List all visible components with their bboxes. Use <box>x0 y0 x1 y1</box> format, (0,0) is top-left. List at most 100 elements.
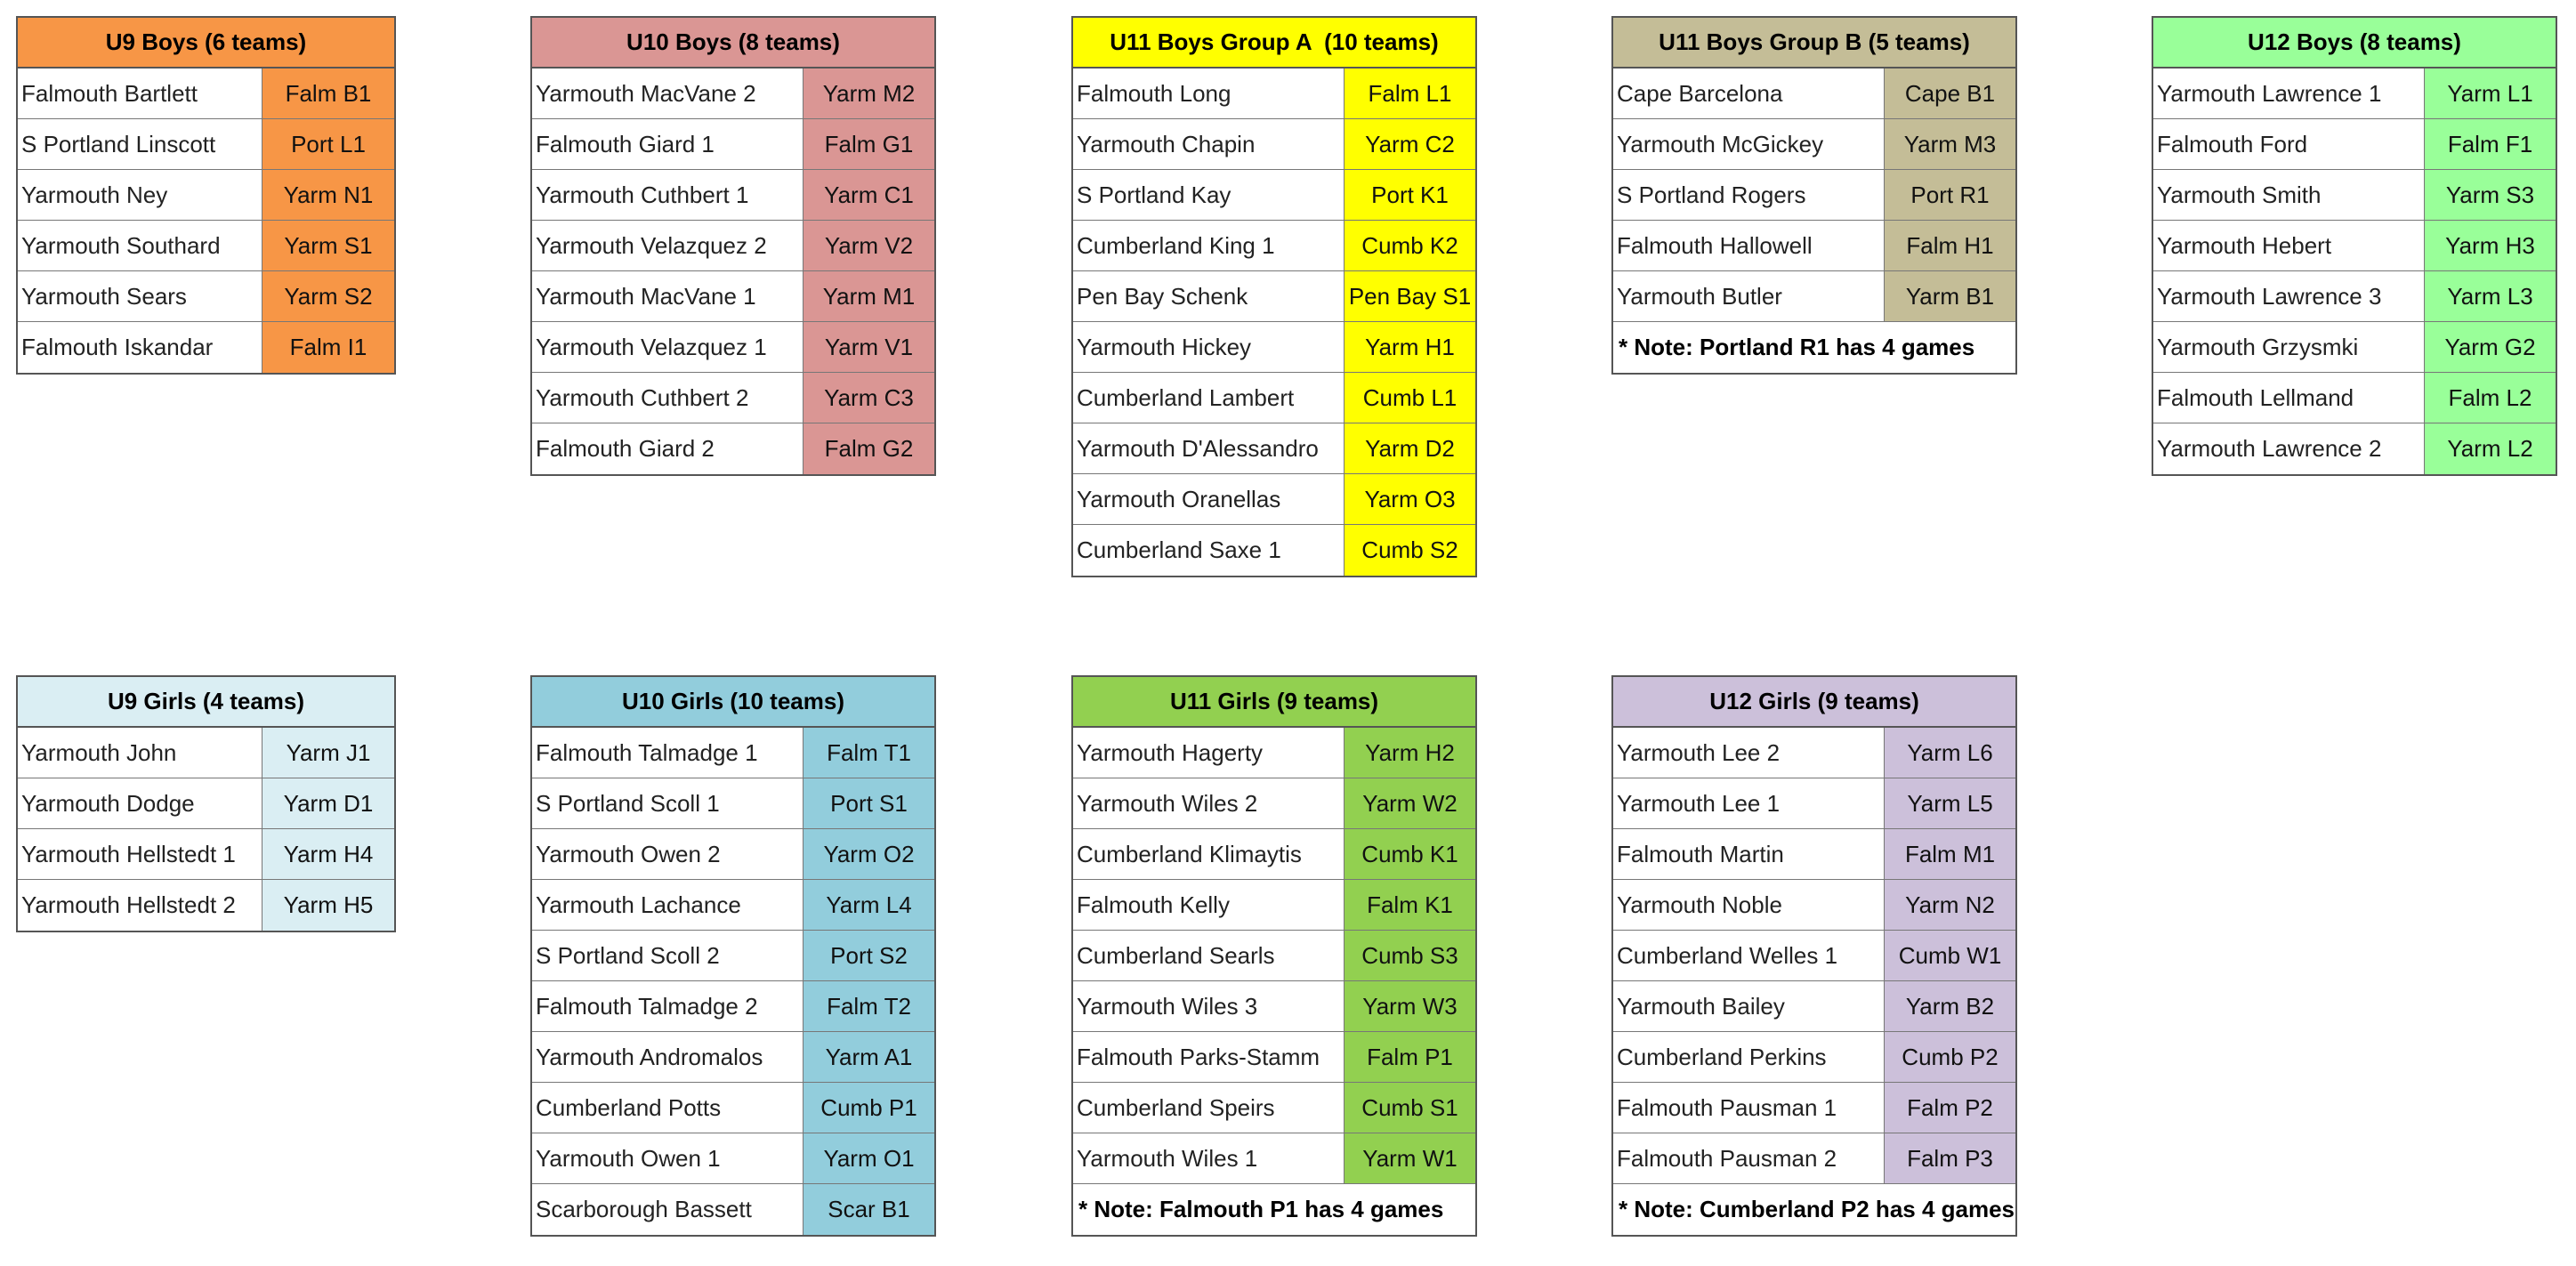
team-name: Yarmouth Southard <box>18 221 262 270</box>
team-row: Cumberland Perkins Cumb P2 <box>1613 1032 2015 1083</box>
team-row: Pen Bay Schenk Pen Bay S1 <box>1073 271 1475 322</box>
team-code: Port S2 <box>803 931 934 980</box>
team-name: Yarmouth Bailey <box>1613 981 1885 1031</box>
team-code: Yarm N2 <box>1885 880 2015 930</box>
team-row: Yarmouth Hellstedt 1 Yarm H4 <box>18 829 394 880</box>
division-table: U10 Boys (8 teams) Yarmouth MacVane 2 Yarm… <box>530 16 936 476</box>
team-name: Cumberland King 1 <box>1073 221 1345 270</box>
team-row: Yarmouth Cuthbert 2 Yarm C3 <box>532 373 934 423</box>
team-row: Yarmouth Dodge Yarm D1 <box>18 778 394 829</box>
team-row: Falmouth Pausman 1 Falm P2 <box>1613 1083 2015 1133</box>
team-code: Yarm S3 <box>2425 170 2556 220</box>
team-code: Yarm C3 <box>803 373 934 423</box>
team-row: Yarmouth Wiles 1 Yarm W1 <box>1073 1133 1475 1184</box>
team-name: Yarmouth Noble <box>1613 880 1885 930</box>
team-code: Falm K1 <box>1345 880 1475 930</box>
team-name: Yarmouth Hellstedt 1 <box>18 829 262 879</box>
team-row: Yarmouth Lachance Yarm L4 <box>532 880 934 931</box>
team-row: Yarmouth Noble Yarm N2 <box>1613 880 2015 931</box>
team-code: Cumb W1 <box>1885 931 2015 980</box>
team-code: Cumb P1 <box>803 1083 934 1133</box>
team-name: Yarmouth Lawrence 1 <box>2153 69 2425 118</box>
team-code: Yarm B1 <box>1885 271 2015 321</box>
team-name: Yarmouth Lawrence 3 <box>2153 271 2425 321</box>
team-name: Yarmouth Velazquez 2 <box>532 221 803 270</box>
team-name: Yarmouth Lawrence 2 <box>2153 423 2425 474</box>
team-name: Yarmouth Wiles 1 <box>1073 1133 1345 1183</box>
team-name: Yarmouth Andromalos <box>532 1032 803 1082</box>
team-row: Cumberland Lambert Cumb L1 <box>1073 373 1475 423</box>
team-row: Yarmouth Hellstedt 2 Yarm H5 <box>18 880 394 931</box>
team-row: Falmouth Lellmand Falm L2 <box>2153 373 2556 423</box>
team-name: Falmouth Giard 2 <box>532 423 803 474</box>
team-code: Port K1 <box>1345 170 1475 220</box>
team-code: Yarm M1 <box>803 271 934 321</box>
team-code: Falm T2 <box>803 981 934 1031</box>
team-row: Yarmouth Wiles 3 Yarm W3 <box>1073 981 1475 1032</box>
team-name: Falmouth Iskandar <box>18 322 262 373</box>
team-name: Yarmouth Lachance <box>532 880 803 930</box>
team-code: Falm L2 <box>2425 373 2556 423</box>
team-code: Yarm C1 <box>803 170 934 220</box>
team-row: Yarmouth MacVane 1 Yarm M1 <box>532 271 934 322</box>
team-row: Cumberland Welles 1 Cumb W1 <box>1613 931 2015 981</box>
team-name: Falmouth Lellmand <box>2153 373 2425 423</box>
team-name: Yarmouth Hagerty <box>1073 728 1345 778</box>
team-code: Yarm N1 <box>262 170 394 220</box>
team-code: Cumb L1 <box>1345 373 1475 423</box>
team-name: Yarmouth Lee 1 <box>1613 778 1885 828</box>
team-name: Yarmouth Grzysmki <box>2153 322 2425 372</box>
division-table: U9 Boys (6 teams) Falmouth Bartlett Falm B… <box>16 16 396 375</box>
team-row: Falmouth Ford Falm F1 <box>2153 119 2556 170</box>
team-name: Yarmouth McGickey <box>1613 119 1885 169</box>
team-row: Cumberland Klimaytis Cumb K1 <box>1073 829 1475 880</box>
note-row: * Note: Portland R1 has 4 games <box>1613 322 2015 373</box>
team-code: Yarm B2 <box>1885 981 2015 1031</box>
team-code: Falm M1 <box>1885 829 2015 879</box>
division-title: U11 Boys Group A (10 teams) <box>1073 18 1475 69</box>
team-code: Yarm H4 <box>262 829 394 879</box>
team-name: Cumberland Perkins <box>1613 1032 1885 1082</box>
team-row: Cumberland King 1 Cumb K2 <box>1073 221 1475 271</box>
team-code: Pen Bay S1 <box>1345 271 1475 321</box>
team-code: Yarm H1 <box>1345 322 1475 372</box>
division-title: U9 Girls (4 teams) <box>18 677 394 728</box>
team-code: Yarm H2 <box>1345 728 1475 778</box>
team-name: Yarmouth Owen 1 <box>532 1133 803 1183</box>
team-code: Yarm L1 <box>2425 69 2556 118</box>
team-row: Falmouth Giard 2 Falm G2 <box>532 423 934 474</box>
division-table: U11 Girls (9 teams) Yarmouth Hagerty Yarm … <box>1071 675 1477 1237</box>
team-name: Cape Barcelona <box>1613 69 1885 118</box>
team-row: Yarmouth Andromalos Yarm A1 <box>532 1032 934 1083</box>
team-code: Cumb S3 <box>1345 931 1475 980</box>
team-name: Yarmouth Chapin <box>1073 119 1345 169</box>
team-name: Yarmouth John <box>18 728 262 778</box>
team-code: Yarm V2 <box>803 221 934 270</box>
team-code: Cumb P2 <box>1885 1032 2015 1082</box>
division-title: U11 Boys Group B (5 teams) <box>1613 18 2015 69</box>
team-name: Yarmouth Owen 2 <box>532 829 803 879</box>
division-title: U9 Boys (6 teams) <box>18 18 394 69</box>
team-row: Yarmouth Lawrence 1 Yarm L1 <box>2153 69 2556 119</box>
team-code: Port S1 <box>803 778 934 828</box>
division-table: U9 Girls (4 teams) Yarmouth John Yarm J1 Ya… <box>16 675 396 932</box>
team-row: Falmouth Giard 1 Falm G1 <box>532 119 934 170</box>
team-name: Yarmouth Velazquez 1 <box>532 322 803 372</box>
team-name: Cumberland Saxe 1 <box>1073 525 1345 576</box>
team-code: Yarm D1 <box>262 778 394 828</box>
team-code: Yarm L6 <box>1885 728 2015 778</box>
team-code: Falm H1 <box>1885 221 2015 270</box>
team-name: Cumberland Potts <box>532 1083 803 1133</box>
team-row: Yarmouth Oranellas Yarm O3 <box>1073 474 1475 525</box>
team-code: Yarm M2 <box>803 69 934 118</box>
team-code: Yarm C2 <box>1345 119 1475 169</box>
division-table: U12 Girls (9 teams) Yarmouth Lee 2 Yarm L6… <box>1611 675 2017 1237</box>
team-code: Yarm H3 <box>2425 221 2556 270</box>
team-row: S Portland Scoll 2 Port S2 <box>532 931 934 981</box>
team-row: Yarmouth D'Alessandro Yarm D2 <box>1073 423 1475 474</box>
division-table: U12 Boys (8 teams) Yarmouth Lawrence 1 Yar… <box>2152 16 2557 476</box>
team-row: Yarmouth Velazquez 2 Yarm V2 <box>532 221 934 271</box>
team-row: Yarmouth Southard Yarm S1 <box>18 221 394 271</box>
division-title: U12 Girls (9 teams) <box>1613 677 2015 728</box>
